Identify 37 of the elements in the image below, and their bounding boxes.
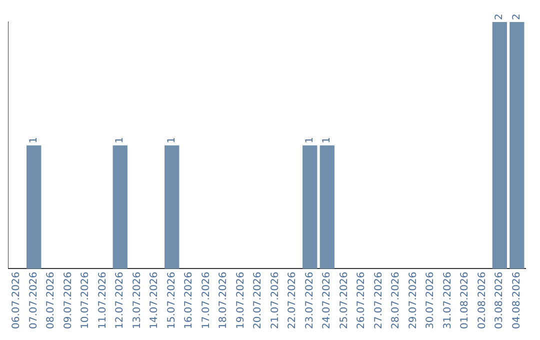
x-tick-label: 20.07.2026 [252,272,264,330]
x-tick-label: 18.07.2026 [218,272,230,330]
data-label: 2 [494,14,506,20]
x-tick-label: 09.07.2026 [62,272,74,330]
data-label: 1 [114,136,126,144]
x-tick-label: 25.07.2026 [338,272,350,330]
x-tick-label: 14.07.2026 [149,272,160,330]
data-label: 1 [28,136,40,144]
x-tick-label: 01.08.2026 [460,272,471,330]
x-tick-label: 23.07.2026 [304,272,316,330]
x-tick-label: 24.07.2026 [322,272,333,330]
x-tick-label: 17.07.2026 [200,272,212,330]
x-tick-label: 21.07.2026 [270,272,281,330]
x-tick-label: 26.07.2026 [356,272,368,330]
x-tick-label: 22.07.2026 [287,272,298,330]
x-tick-label: 11.07.2026 [97,272,108,330]
x-tick-label: 30.07.2026 [425,272,436,330]
x-tick-label: 07.07.2026 [28,272,40,330]
data-label: 1 [166,136,178,144]
data-label: 2 [511,14,522,20]
x-tick-label: 15.07.2026 [166,272,178,330]
x-tick-label: 12.07.2026 [114,272,126,330]
x-tick-label: 08.07.2026 [46,272,57,330]
x-tick-label: 28.07.2026 [390,272,402,330]
x-tick-label: 13.07.2026 [132,272,143,330]
x-tick-label: 02.08.2026 [476,272,488,330]
data-label: 1 [322,136,333,144]
x-tick-label: 16.07.2026 [184,272,195,330]
x-tick-label: 27.07.2026 [373,272,384,330]
x-tick-label: 04.08.2026 [511,272,522,330]
x-tick-label: 31.07.2026 [442,272,454,330]
x-tick-label: 29.07.2026 [408,272,419,330]
x-tick-label: 03.08.2026 [494,272,506,330]
x-tick-label: 19.07.2026 [235,272,246,330]
x-tick-label: 10.07.2026 [80,272,92,330]
data-label: 1 [304,136,316,144]
x-tick-label: 06.07.2026 [11,272,22,330]
